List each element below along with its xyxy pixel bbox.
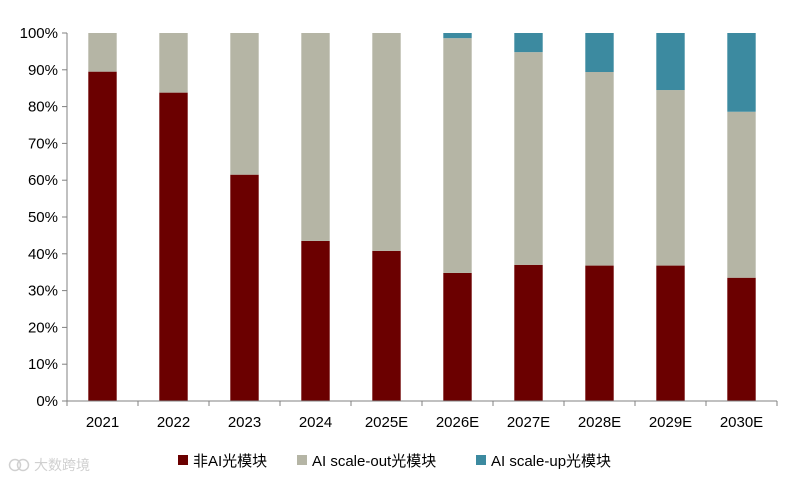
- bar-segment-2027E-0: [514, 264, 543, 401]
- bar-segment-2025E-1: [372, 33, 401, 251]
- legend-swatch: [297, 455, 307, 465]
- y-tick-label: 10%: [28, 356, 58, 373]
- x-tick-label: 2023: [228, 414, 261, 431]
- bar-segment-2021-0: [88, 71, 117, 401]
- x-tick-label: 2025E: [365, 414, 408, 431]
- legend-label: 非AI光模块: [193, 452, 268, 470]
- y-tick-label: 50%: [28, 209, 58, 226]
- logo-icon: [8, 458, 30, 472]
- legend-item-non-ai: 非AI光模块: [178, 448, 267, 472]
- y-tick-label: 80%: [28, 99, 58, 116]
- legend-item-ai-scale-out: AI scale-out光模块: [297, 448, 436, 472]
- x-tick-label: 2030E: [720, 414, 763, 431]
- y-axis-ticks: 0% 10% 20% 30% 40% 50% 60% 70% 80% 90% 100%: [20, 25, 67, 410]
- bar-segment-2024-1: [301, 33, 330, 241]
- legend-item-ai-scale-up: AI scale-up光模块: [476, 448, 611, 472]
- y-tick-label: 100%: [20, 25, 58, 42]
- bar-segment-2028E-0: [585, 265, 614, 401]
- bar-segment-2029E-1: [656, 90, 685, 266]
- y-tick-label: 70%: [28, 135, 58, 152]
- bar-segment-2027E-1: [514, 52, 543, 265]
- bar-segment-2029E-2: [656, 33, 685, 91]
- chart: 0%10%20%30%40%50%60%70%80%90%100% 2021 20…: [20, 25, 778, 431]
- y-tick-label: 60%: [28, 172, 58, 189]
- bar-segment-2021-1: [88, 33, 117, 72]
- y-tick-label: 30%: [28, 283, 58, 300]
- x-tick-label: 2028E: [578, 414, 621, 431]
- legend-label: AI scale-up光模块: [491, 452, 612, 470]
- bar-segment-2029E-0: [656, 265, 685, 401]
- bar-segment-2030E-0: [727, 277, 756, 401]
- x-tick-label: 2024: [299, 414, 332, 431]
- y-tick-label: 0%: [36, 393, 58, 410]
- bar-segment-2022-0: [159, 92, 188, 401]
- bar-segment-2030E-1: [727, 111, 756, 278]
- legend-swatch: [476, 455, 486, 465]
- y-tick-label: 20%: [28, 319, 58, 336]
- bar-segment-2027E-2: [514, 33, 543, 53]
- bar-segment-2023-0: [230, 174, 259, 401]
- x-tick-label: 2021: [86, 414, 119, 431]
- legend-swatch: [178, 455, 188, 465]
- bar-segment-2022-1: [159, 33, 188, 93]
- bar-segment-2023-1: [230, 33, 259, 175]
- y-tick-label: 40%: [28, 246, 58, 263]
- bar-segment-2028E-2: [585, 33, 614, 73]
- watermark-text: 大数跨境: [34, 457, 90, 473]
- x-tick-label: 2022: [157, 414, 190, 431]
- legend-label: AI scale-out光模块: [312, 452, 437, 470]
- x-tick-label: 2027E: [507, 414, 550, 431]
- bar-segment-2025E-0: [372, 250, 401, 401]
- x-axis-labels: 2021 2022 2023 2024 2025E 2026E 2027E 2028E 2029…: [66, 401, 778, 431]
- bar-segment-2026E-0: [443, 272, 472, 401]
- bars: [88, 33, 756, 401]
- x-tick-label: 2029E: [649, 414, 692, 431]
- bar-segment-2026E-2: [443, 33, 472, 39]
- bar-segment-2024-0: [301, 240, 330, 401]
- watermark: 大数跨境: [8, 455, 90, 475]
- x-tick-label: 2026E: [436, 414, 479, 431]
- legend: 非AI光模块 AI scale-out光模块 AI scale-up光模块: [0, 448, 788, 472]
- bar-segment-2030E-2: [727, 33, 756, 112]
- bar-segment-2026E-1: [443, 38, 472, 273]
- bar-segment-2028E-1: [585, 72, 614, 266]
- y-tick-label: 90%: [28, 62, 58, 79]
